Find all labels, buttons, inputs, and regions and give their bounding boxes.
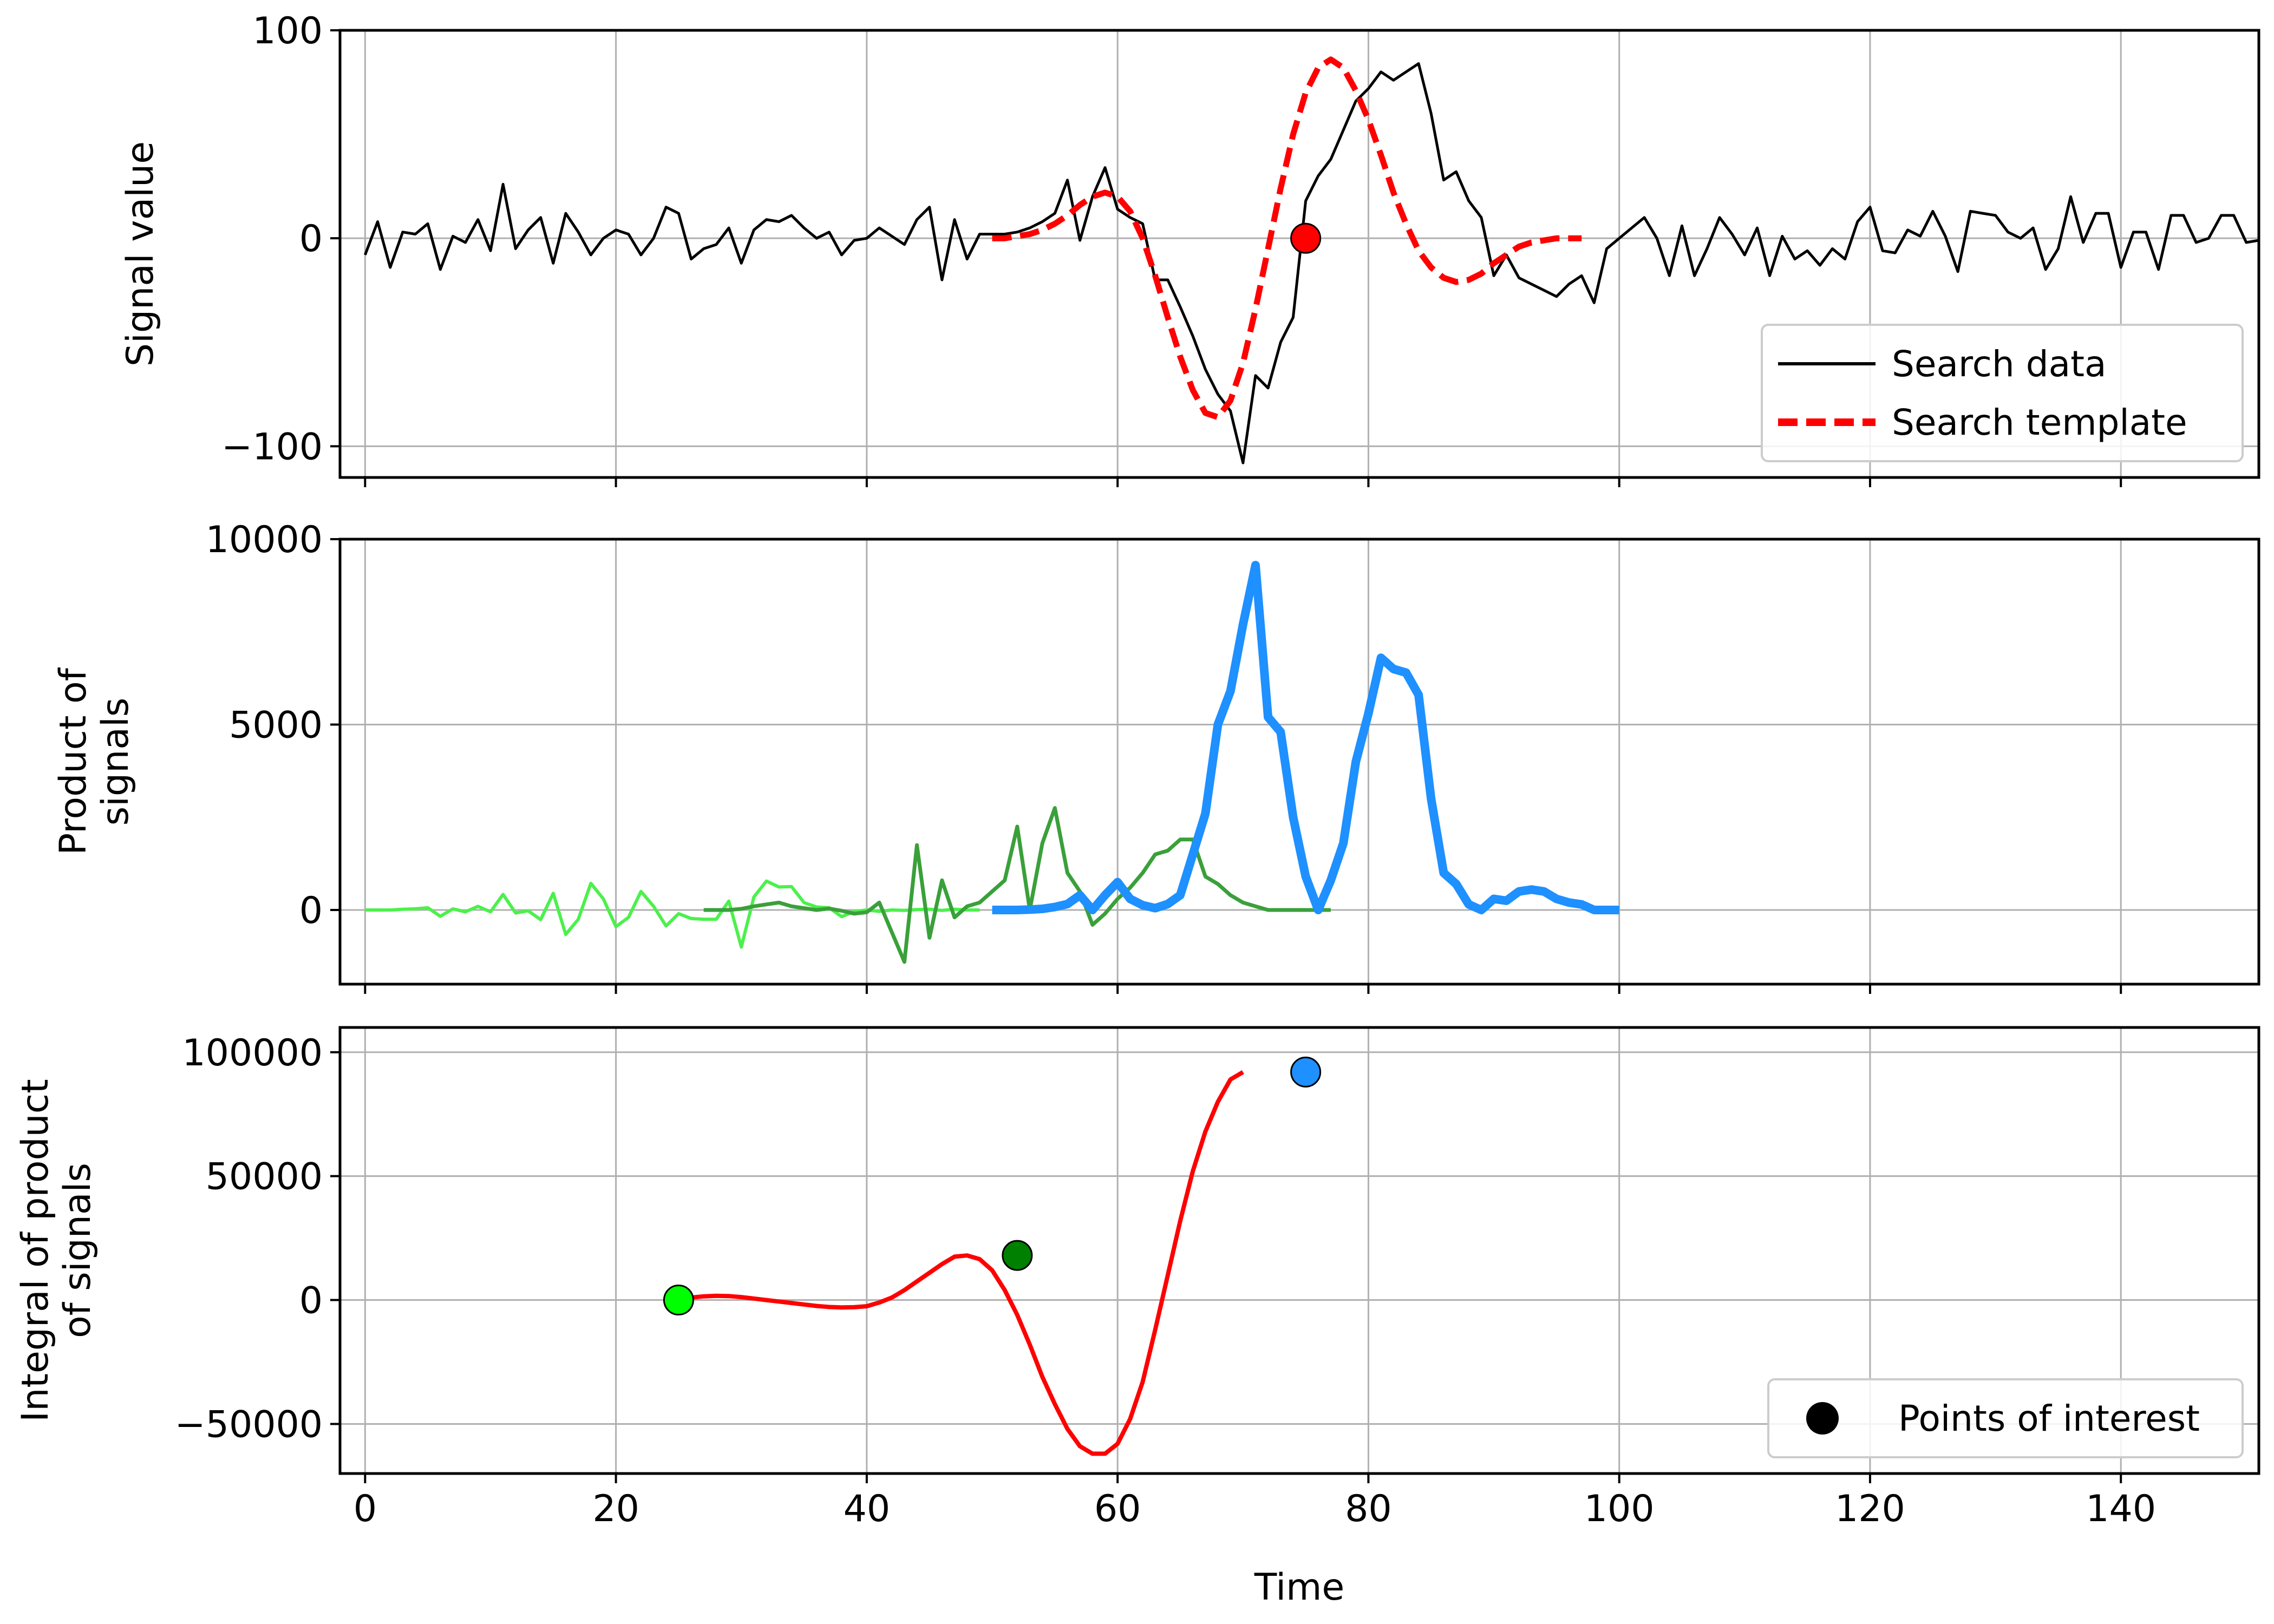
series-line-0 (365, 879, 980, 949)
marker-point-1 (1002, 1240, 1033, 1271)
x-tick-label: 40 (844, 1488, 891, 1530)
marker-point-2 (1290, 1056, 1322, 1088)
legend-marker (1806, 1402, 1839, 1435)
y-tick-label: 10000 (206, 519, 323, 561)
x-tick-label: 80 (1345, 1488, 1392, 1530)
panel-integral: 0 20 40 60 80 100 120 140 −50000 0 50000 100000 Inte… (14, 1026, 2260, 1609)
x-tick-label: 20 (592, 1488, 639, 1530)
legend-box (1761, 324, 2244, 462)
axes-frame (338, 538, 2260, 986)
series-line-1 (992, 56, 1582, 421)
y-tick-label: 50000 (206, 1156, 323, 1199)
panel-product: 0 5000 10000 Product ofsignals (52, 519, 2260, 994)
y-tick-label: −50000 (175, 1403, 323, 1446)
marker-point-0 (1290, 222, 1322, 254)
legend-label-0: Points of interest (1898, 1398, 2200, 1439)
y-tick-label: 0 (299, 1280, 323, 1322)
x-tick-label: 60 (1094, 1488, 1141, 1530)
axes-frame (338, 29, 2260, 479)
panel-signal: −100 0 100 Signal value Search data Search te… (119, 10, 2260, 487)
y-axis-label: Signal value (119, 141, 162, 366)
x-tick-label: 140 (2086, 1488, 2156, 1530)
legend: Search data Search template (1761, 324, 2244, 462)
plot-area (365, 561, 1619, 964)
x-tick-label: 100 (1584, 1488, 1655, 1530)
marker-point-0 (663, 1285, 694, 1316)
plot-area (678, 1070, 1244, 1456)
series-line-1 (703, 806, 1331, 964)
y-tick-label: 5000 (229, 704, 323, 747)
series-line-0 (678, 1070, 1244, 1456)
y-tick-label: 0 (299, 218, 323, 260)
legend-label-1: Search template (1892, 402, 2187, 443)
series-line-0 (363, 62, 2259, 464)
x-tick-label: 120 (1835, 1488, 1905, 1530)
legend-box (1767, 1378, 2244, 1458)
x-tick-label: 0 (354, 1488, 377, 1530)
y-tick-label: −100 (221, 425, 323, 468)
axes-frame (338, 1026, 2260, 1475)
series-line-2 (992, 561, 1619, 914)
y-axis-label: Product ofsignals (52, 667, 137, 855)
legend: Points of interest (1767, 1378, 2244, 1458)
plot-area (363, 56, 2259, 464)
y-tick-label: 100000 (182, 1032, 323, 1075)
y-tick-label: 0 (299, 889, 323, 932)
legend-label-0: Search data (1892, 343, 2106, 385)
y-tick-label: 100 (252, 10, 323, 53)
y-axis-label: Integral of productof signals (14, 1079, 99, 1422)
x-axis-label: Time (1254, 1566, 1344, 1609)
